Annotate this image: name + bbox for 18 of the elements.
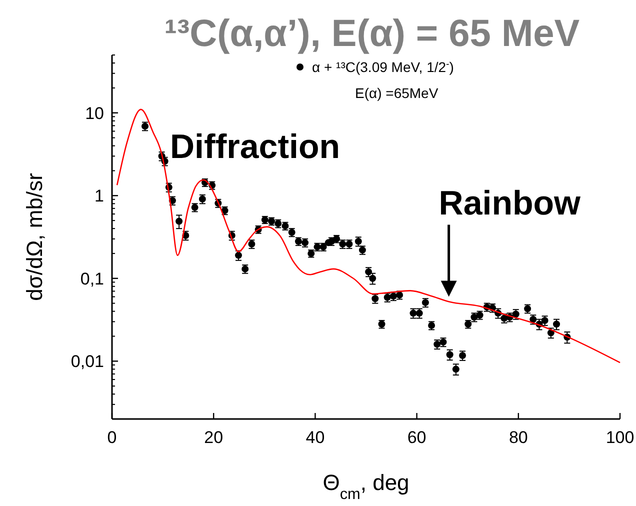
legend-label: α + ¹³C(3.09 MeV, 1/2$^{-}$) [312,58,454,75]
x-axis-title: Θ$_{cm}$, deg [322,470,410,502]
x-tick-label: 60 [407,428,426,447]
y-tick-label: 10 [85,104,104,123]
x-tick-label: 80 [508,428,528,447]
x-tick-label: 20 [204,428,224,447]
y-axis-title: dσ/dΩ, mb/sr [22,173,47,301]
annotation: E(α) =65MeV [355,85,439,101]
annotation: Rainbow [438,184,582,223]
y-tick-label: 0,01 [70,352,104,372]
annotation: Diffraction [170,128,340,166]
chart-title: ¹³C(α,α’), E(α) = 65 MeV [164,13,580,55]
x-tick-label: 100 [606,428,634,447]
y-tick-label: 1 [94,186,104,206]
x-tick-label: 0 [107,428,117,447]
y-tick-label: 0,1 [80,269,104,288]
line-series [116,108,621,364]
x-tick-label: 40 [306,428,325,447]
